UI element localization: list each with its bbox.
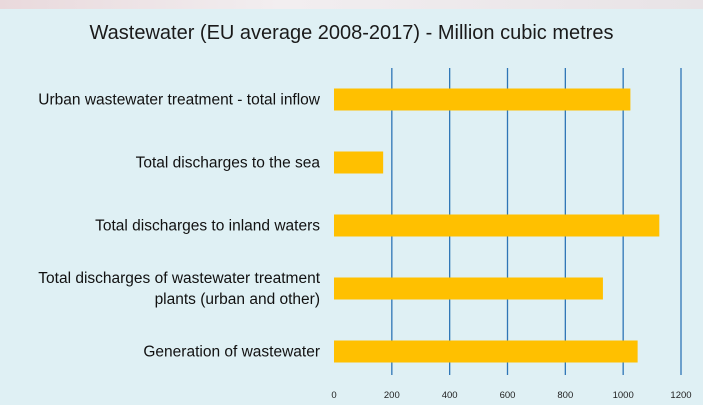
category-label: Total discharges of wastewater treatment	[38, 270, 320, 287]
category-label: plants (urban and other)	[155, 291, 320, 308]
top-strip	[0, 0, 703, 9]
bar-3	[334, 277, 603, 300]
bar-1	[334, 151, 384, 174]
category-label: Total discharges to inland waters	[95, 218, 320, 235]
bar-2	[334, 214, 660, 237]
x-tick-label: 600	[500, 390, 516, 401]
category-label: Generation of wastewater	[143, 344, 320, 361]
x-tick-label: 800	[557, 390, 573, 401]
x-tick-label: 0	[331, 390, 336, 401]
bar-0	[334, 88, 631, 111]
category-label: Total discharges to the sea	[136, 155, 321, 172]
x-tick-label: 400	[442, 390, 458, 401]
bar-4	[334, 340, 638, 363]
category-label: Urban wastewater treatment - total inflo…	[38, 92, 321, 109]
x-tick-label: 1000	[613, 390, 634, 401]
x-tick-label: 1200	[670, 390, 691, 401]
x-tick-label: 200	[384, 390, 400, 401]
chart-title: Wastewater (EU average 2008-2017) - Mill…	[89, 22, 614, 44]
